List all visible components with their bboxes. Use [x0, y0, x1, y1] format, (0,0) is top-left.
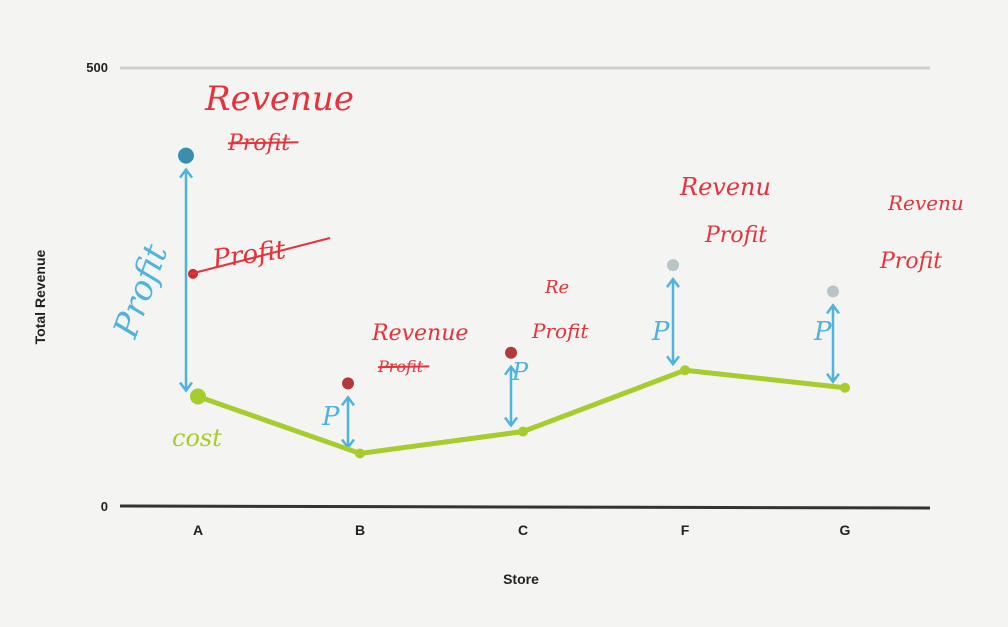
cost-point — [840, 382, 850, 393]
x-tick-label: B — [355, 522, 365, 538]
y-axis-label: Total Revenue — [32, 249, 48, 344]
arrow-head-down — [504, 416, 518, 428]
profit-note: Profit — [704, 223, 767, 248]
revenue-note: Revenu — [887, 191, 964, 215]
arrow-head-down — [826, 372, 840, 384]
y-tick-label-top: 500 — [86, 60, 108, 75]
revenue-point — [667, 259, 679, 272]
revenue-note: Revenue — [371, 321, 468, 346]
x-axis-label: Store — [503, 571, 539, 587]
series-points — [178, 147, 850, 459]
arrow-head-up — [826, 303, 840, 315]
profit-blue-note: P — [651, 317, 670, 347]
x-tick-label: F — [681, 522, 690, 538]
cost-point — [518, 426, 528, 437]
revenue-point — [827, 285, 839, 298]
arrow-head-down — [179, 381, 193, 393]
x-tick-label: A — [193, 522, 203, 538]
arrow-head-up — [179, 167, 193, 179]
revenue-note: Revenu — [679, 173, 771, 201]
revenue-point — [178, 147, 194, 164]
profit-blue-note: P — [321, 402, 340, 432]
cost-point — [355, 448, 365, 459]
cost-point — [680, 365, 690, 376]
strike-through — [189, 237, 331, 275]
arrow-head-up — [666, 277, 680, 288]
x-tick-label: G — [840, 522, 851, 538]
cost-note: cost — [172, 424, 222, 452]
arrow-head-up — [504, 364, 518, 376]
x-axis-line — [119, 504, 931, 510]
revenue-note: Re — [544, 277, 569, 298]
revenue-note: Revenue — [204, 79, 354, 119]
strike-through — [377, 365, 430, 369]
cost-point — [190, 388, 206, 405]
revenue-point — [342, 377, 354, 390]
arrow-head-up — [341, 395, 355, 407]
arrow-head-down — [666, 355, 680, 367]
profit-note: Profit — [531, 319, 589, 343]
profit-note: Profit — [879, 249, 942, 274]
profit-blue-note: Profit — [106, 239, 177, 344]
handwritten-annotations: Revenue Revenue Re Revenu Revenu Profit Profit… — [106, 79, 964, 452]
revenue-point — [505, 346, 517, 359]
profit-blue-note: P — [813, 317, 832, 347]
profit-blue-note: P — [511, 358, 529, 386]
profit-note: Profit — [210, 235, 288, 275]
y-tick-label-bottom: 0 — [101, 499, 108, 514]
strike-through — [227, 141, 299, 145]
x-tick-label: C — [518, 522, 528, 538]
profit-arrows — [179, 167, 840, 450]
